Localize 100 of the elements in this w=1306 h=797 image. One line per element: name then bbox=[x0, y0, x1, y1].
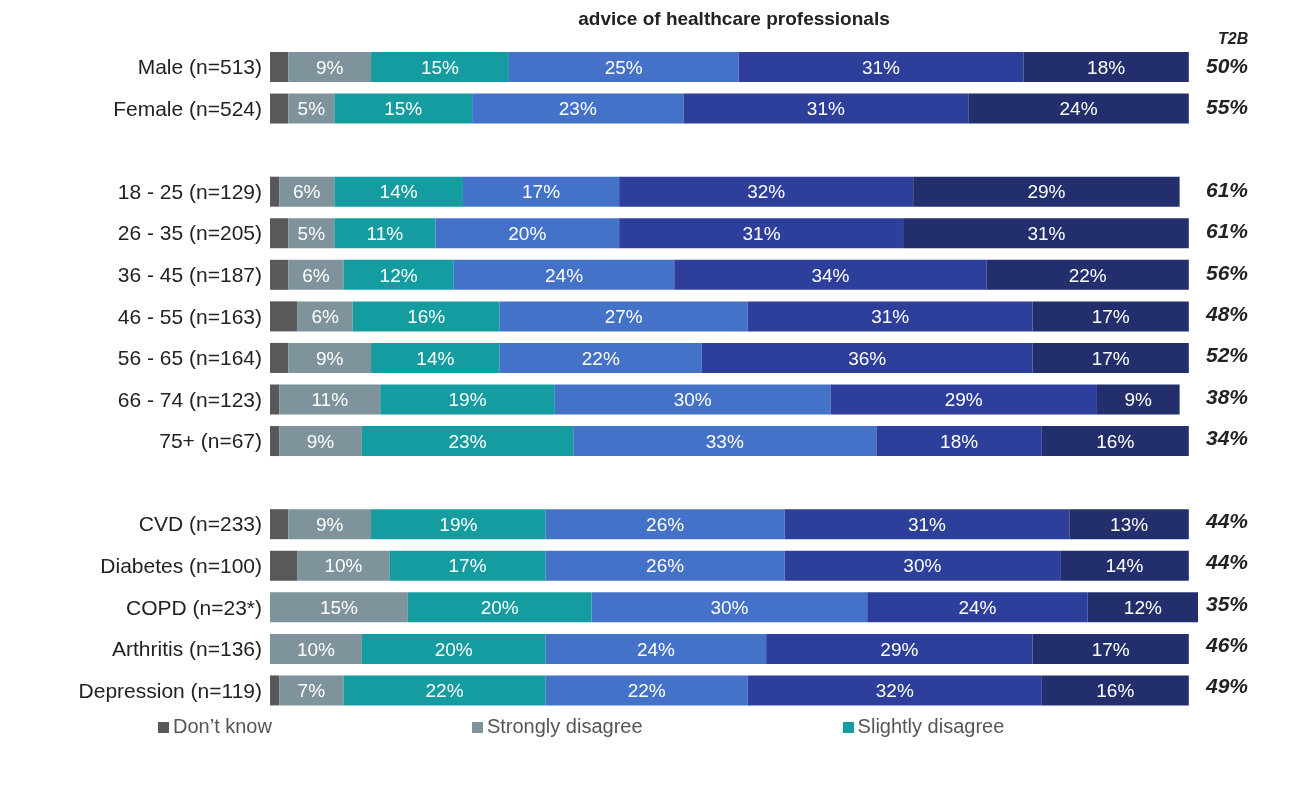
data-label: 24% bbox=[636, 638, 676, 660]
bar bbox=[361, 426, 574, 457]
bar bbox=[968, 93, 1189, 124]
chart-title: advice of healthcare professionals bbox=[577, 8, 891, 30]
bar bbox=[913, 176, 1180, 207]
bar bbox=[1041, 675, 1189, 706]
data-label: 5% bbox=[297, 222, 326, 244]
bar bbox=[270, 550, 298, 581]
data-label: 12% bbox=[379, 264, 418, 286]
data-label: 29% bbox=[880, 638, 919, 660]
data-label: 13% bbox=[1110, 513, 1149, 535]
data-label: 31% bbox=[861, 56, 901, 78]
data-label: 16% bbox=[1096, 430, 1135, 452]
data-label: 36% bbox=[848, 347, 887, 369]
bar bbox=[270, 218, 289, 249]
data-label: 20% bbox=[480, 597, 519, 619]
data-label: 14% bbox=[1105, 555, 1144, 577]
data-label: 15% bbox=[319, 597, 359, 619]
y-tick-label: Diabetes (n=100) bbox=[100, 553, 262, 577]
bar bbox=[279, 675, 344, 706]
bar bbox=[986, 259, 1189, 290]
data-label: 11% bbox=[311, 389, 349, 411]
data-label: 22% bbox=[627, 680, 666, 702]
bar bbox=[297, 550, 390, 581]
text: 34% bbox=[1206, 426, 1249, 451]
data-label: 9% bbox=[315, 513, 344, 535]
text: 61% bbox=[1206, 219, 1249, 244]
y-tick-label: Female (n=524) bbox=[113, 96, 262, 120]
y-tick-label: Depression (n=119) bbox=[78, 678, 262, 702]
data-label: 14% bbox=[416, 347, 455, 369]
data-label: 6% bbox=[311, 306, 339, 328]
bar bbox=[683, 93, 969, 124]
data-label: 31% bbox=[907, 513, 947, 535]
text: 35% bbox=[1206, 591, 1249, 616]
bar bbox=[389, 550, 546, 581]
bar bbox=[371, 52, 509, 82]
bar bbox=[903, 218, 1189, 249]
data-label: 17% bbox=[522, 181, 561, 203]
data-label: 30% bbox=[673, 389, 712, 411]
data-label: 7% bbox=[297, 680, 326, 702]
data-label: 17% bbox=[1091, 306, 1130, 328]
bar bbox=[747, 675, 1042, 706]
data-label: 16% bbox=[1096, 680, 1135, 702]
bar bbox=[545, 509, 785, 540]
bar bbox=[334, 176, 463, 207]
data-label: 9% bbox=[1124, 389, 1153, 411]
data-label: 14% bbox=[379, 181, 418, 203]
text: 44% bbox=[1206, 508, 1249, 533]
bar bbox=[334, 93, 473, 124]
data-label: 9% bbox=[315, 56, 344, 78]
data-label: 10% bbox=[324, 555, 363, 577]
bar bbox=[499, 301, 748, 332]
bar bbox=[619, 176, 914, 207]
data-label: 20% bbox=[508, 222, 547, 244]
bar bbox=[830, 384, 1097, 415]
bar bbox=[1069, 509, 1189, 540]
bar bbox=[472, 93, 684, 124]
text: 52% bbox=[1206, 343, 1249, 368]
bar bbox=[453, 259, 675, 290]
bar bbox=[270, 426, 280, 457]
data-label: 19% bbox=[448, 389, 487, 411]
data-label: 22% bbox=[425, 680, 464, 702]
y-tick-label: 36 - 45 (n=187) bbox=[117, 263, 262, 287]
bar bbox=[371, 509, 546, 540]
bar bbox=[1032, 633, 1189, 664]
data-label: 29% bbox=[944, 389, 983, 411]
bar bbox=[784, 509, 1070, 540]
bar bbox=[279, 426, 362, 457]
data-label: 9% bbox=[306, 430, 335, 452]
bar bbox=[270, 52, 289, 82]
data-label: 10% bbox=[296, 638, 336, 660]
data-label: 22% bbox=[1068, 264, 1107, 286]
bar bbox=[1087, 592, 1198, 623]
bar bbox=[554, 384, 831, 415]
bar bbox=[1023, 52, 1189, 82]
bar bbox=[288, 52, 372, 82]
data-label: 30% bbox=[903, 555, 942, 577]
bar bbox=[591, 592, 868, 623]
y-tick-label: CVD (n=233) bbox=[138, 512, 262, 536]
bar bbox=[270, 384, 280, 415]
data-label: 5% bbox=[297, 98, 326, 120]
data-label: 24% bbox=[958, 597, 997, 619]
data-label: 33% bbox=[705, 430, 744, 452]
bar bbox=[270, 509, 289, 540]
text: 61% bbox=[1206, 177, 1249, 202]
bar bbox=[270, 342, 289, 373]
text: T2B bbox=[1218, 30, 1249, 48]
y-tick-label: COPD (n=23*) bbox=[126, 595, 262, 619]
bar bbox=[508, 52, 739, 82]
text: 44% bbox=[1206, 550, 1249, 575]
text: 50% bbox=[1206, 53, 1249, 78]
bar bbox=[361, 633, 546, 664]
data-label: 16% bbox=[407, 306, 446, 328]
text: 56% bbox=[1206, 260, 1249, 285]
data-label: 32% bbox=[875, 680, 914, 702]
bar bbox=[619, 218, 904, 249]
text: 55% bbox=[1206, 95, 1249, 120]
y-tick-label: 18 - 25 (n=129) bbox=[117, 179, 262, 203]
legend-label: Strongly disagree bbox=[486, 715, 643, 737]
bar bbox=[407, 592, 592, 623]
